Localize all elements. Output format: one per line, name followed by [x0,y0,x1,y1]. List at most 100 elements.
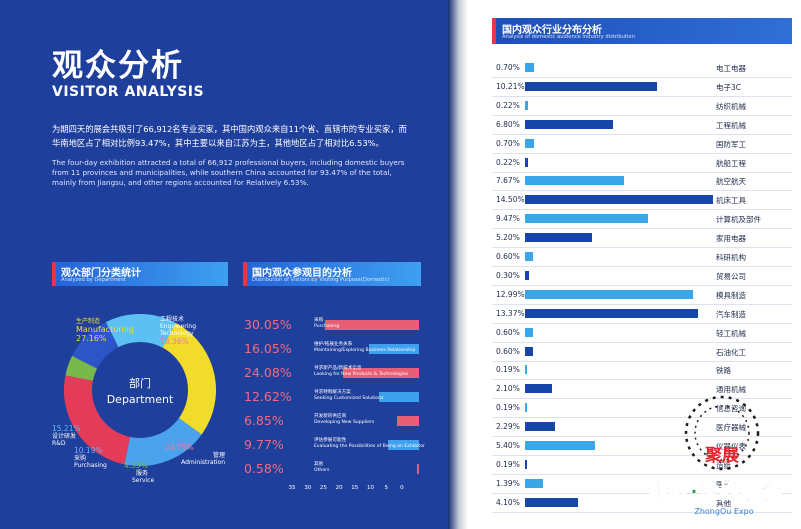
industry-name: 通用机械 [716,385,746,395]
watermark-ring [684,395,760,471]
industry-name: 家用电器 [716,234,746,244]
dept-label-en: R&D [52,440,66,447]
industry-value: 0.19% [496,403,520,413]
industry-bar [525,119,614,129]
industry-row: 0.60% 石油化工 [492,344,792,362]
industry-name: 计算机及部件 [716,215,761,225]
purpose-axis-tick: 10 [367,485,374,491]
purpose-bar [368,344,419,354]
dept-label-pct: 4.33% [124,461,148,470]
purpose-row: 24.08% 寻求新产品/新技术信息 Looking for New Product… [244,362,424,384]
purpose-row: 9.77% 评估参展可能性 Evaluating the Possibilities… [244,434,425,456]
industry-row: 0.19% 造纸 [492,457,792,475]
industry-bar [525,157,528,167]
industry-value: 0.60% [496,252,520,261]
dept-label-en: Service [132,477,155,484]
department-donut-chart: 部门 Department [63,314,216,466]
industry-row: 2.29% 医疗器械 [492,419,792,438]
industry-bar [525,214,648,224]
purpose-label-en: Purchasing [314,323,340,329]
header-accent [492,18,496,44]
industry-value: 0.19% [496,459,520,469]
purpose-title-en: Distribution of Visitors by Visiting Pur… [252,277,390,283]
industry-value: 0.60% [496,327,520,337]
industry-bar [525,63,535,72]
purpose-bar [417,464,419,474]
industry-value: 13.37% [496,308,525,318]
purpose-label: 维护/拓展业务关系 Maintaining/Exploring Business … [314,342,415,353]
industry-row: 0.60% 科研机构 [492,249,792,267]
industry-bar [525,81,658,91]
dept-label-pct: 10.19% [74,446,103,455]
industry-value: 2.10% [496,384,520,394]
purpose-row: 30.05% 采购 Purchasing [244,314,424,336]
industry-name: 石油化工 [716,347,746,357]
watermark-ring-inner [694,405,750,461]
industry-value: 4.10% [496,497,520,507]
purpose-label-cn: 评估参展可能性 [314,438,347,443]
purpose-pct: 12.62% [244,389,292,404]
industry-name: 科研机构 [716,253,746,262]
industry-title-cn: 国内观众行业分布分析 [502,25,602,36]
purpose-label-cn: 寻求特制解决方案 [314,390,351,395]
intro-text-en: The four-day exhibition attracted a tota… [52,158,405,187]
dept-title-en: Analyzed by Department [61,277,126,283]
industry-section-header: 国内观众行业分布分析 Analysis of domestic audience… [492,18,792,44]
industry-bar [525,365,528,375]
industry-bar [525,459,528,469]
purpose-axis-tick: 15 [351,485,359,491]
industry-row: 0.70% 国防军工 [492,136,792,154]
industry-name: 其他 [716,498,731,508]
dept-label-purchasing: 10.19% 采购 Purchasing [74,446,107,469]
industry-row: 13.37% 汽车制造 [492,306,792,324]
industry-name: 电子3C [716,82,742,92]
purpose-axis-tick: 20 [335,485,343,491]
dept-label-pct: 27.16% [76,334,107,343]
header-accent [243,262,247,286]
purpose-label-cn: 寻求新产品/新技术信息 [314,366,362,371]
industry-name: 纺织机械 [716,101,746,111]
industry-bar [525,403,528,413]
industry-name: 机床工具 [716,196,746,206]
industry-name: 造纸 [716,460,731,470]
purpose-bar [388,440,419,450]
purpose-axis-tick: 0 [400,485,404,491]
purpose-axis-tick: 5 [384,485,388,491]
dept-label-pct: 18.36% [160,337,189,346]
dept-label-cn: 管理 [212,452,225,459]
purpose-label: 其他 Others [314,462,329,473]
purpose-label-en: Others [314,467,330,473]
purpose-label-cn: 其他 [314,462,324,467]
dept-label-en: Purchasing [74,462,107,469]
dept-label-cn: 设计研发 [52,433,77,440]
industry-value: 0.30% [496,270,520,280]
donut-center-en: Department [107,393,174,406]
industry-value: 0.70% [496,138,520,148]
purpose-label: 采购 Purchasing [314,318,339,329]
industry-value: 10.21% [496,81,525,91]
purpose-pct: 0.58% [244,461,284,476]
industry-name: 电工电器 [716,64,746,73]
dept-label-manufacturing: 生产制造 Manufacturing 27.16% [76,318,134,344]
dept-label-service: 4.33% 服务 Service [124,461,154,484]
industry-bar [525,233,593,243]
industry-name: 工程机械 [716,120,746,130]
industry-name: 轻工机械 [716,328,746,338]
industry-row: 0.19% 信息咨询 [492,400,792,419]
purpose-label: 寻求特制解决方案 Seeking Customized Solutions [314,390,383,401]
dept-label-pct: 15.21% [52,424,81,433]
purpose-pct: 6.85% [244,413,284,428]
purpose-bar [324,320,419,330]
dept-label-cn: 采购 [74,455,87,462]
dept-label-en: Engineering Technology [160,323,196,337]
purpose-row: 12.62% 寻求特制解决方案 Seeking Customized Solutio… [244,386,424,408]
industry-row: 1.39% 医药 [492,476,792,494]
dept-label-rd: 15.21% 设计研发 R&D [52,424,81,447]
industry-row: 0.22% 航船工程 [492,155,792,173]
industry-bar [525,270,529,280]
industry-value: 9.47% [496,214,520,224]
purpose-bar [343,368,419,378]
purpose-label: 寻求新产品/新技术信息 Looking for New Products & Te… [314,366,408,377]
industry-value: 0.19% [496,365,520,375]
industry-title-en: Analysis of domestic audience industry d… [502,34,635,40]
